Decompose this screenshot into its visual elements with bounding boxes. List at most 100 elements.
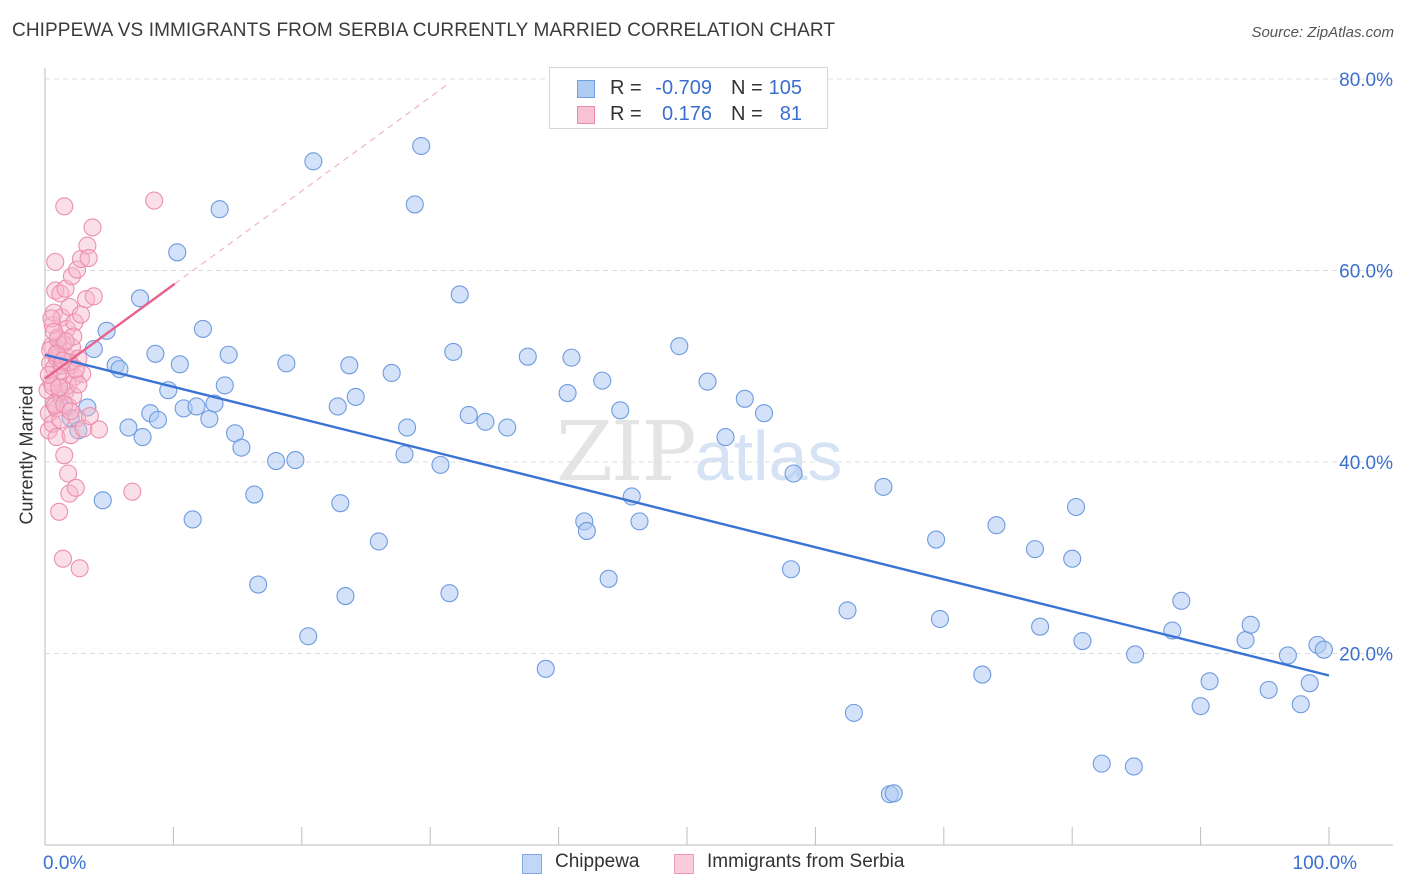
- chippewa-point: [781, 560, 801, 579]
- chippewa-point: [754, 404, 774, 423]
- chippewa-point: [119, 418, 138, 437]
- chippewa-point: [838, 601, 857, 620]
- chippewa-point: [630, 512, 649, 531]
- chippewa-point: [130, 289, 150, 308]
- correlation-legend: R = -0.709 N = 105 R = 0.176 N = 81: [549, 67, 828, 129]
- chippewa-point: [884, 784, 903, 803]
- bottom-legend-swatch-serbia: [674, 854, 694, 874]
- bottom-legend-label-serbia: Immigrants from Serbia: [707, 851, 905, 872]
- legend-n-label: N =: [731, 103, 763, 125]
- chippewa-point: [304, 152, 323, 171]
- serbia-point: [55, 395, 74, 414]
- chippewa-point: [183, 510, 202, 529]
- y-tick-label: 60.0%: [1339, 262, 1393, 283]
- serbia-point: [70, 559, 89, 578]
- serbia-point: [145, 191, 164, 210]
- series-chippewa-points: [51, 136, 1333, 804]
- chippewa-point: [1025, 540, 1045, 559]
- chart-title: CHIPPEWA VS IMMIGRANTS FROM SERBIA CURRE…: [12, 20, 836, 41]
- y-tick-label: 20.0%: [1339, 645, 1393, 666]
- serbia-point: [68, 260, 87, 279]
- legend-n-label: N =: [731, 77, 763, 99]
- y-axis-label: Currently Married: [16, 385, 37, 525]
- chippewa-point: [277, 354, 296, 373]
- serbia-point: [55, 197, 74, 216]
- chippewa-point: [927, 530, 946, 549]
- chippewa-point: [210, 200, 229, 219]
- chippewa-point: [593, 371, 612, 390]
- serbia-point: [50, 378, 69, 397]
- chippewa-point: [398, 418, 417, 437]
- chippewa-point: [1314, 640, 1333, 659]
- x-tick-label: 100.0%: [1293, 853, 1358, 874]
- trend-lines: [44, 282, 1330, 677]
- watermark-zip: ZIP: [556, 405, 697, 500]
- serbia-point: [42, 309, 61, 328]
- legend-swatch-chippewa: [577, 80, 595, 98]
- legend-r-label: R =: [610, 77, 642, 99]
- chippewa-point: [716, 428, 735, 447]
- chippewa-point: [1241, 615, 1260, 634]
- axes: [44, 68, 1393, 846]
- chippewa-point: [219, 345, 238, 364]
- serbia-point: [66, 478, 85, 497]
- bottom-legend-swatch-chippewa: [522, 854, 542, 874]
- chippewa-point: [1259, 680, 1278, 699]
- chippewa-point: [170, 355, 189, 374]
- chippewa-point: [369, 532, 388, 551]
- serbia-point: [80, 406, 99, 426]
- chippewa-point: [267, 451, 286, 471]
- serbia-point: [83, 218, 102, 237]
- chippewa-point: [1073, 632, 1092, 651]
- serbia-point: [69, 375, 88, 394]
- chippewa-point: [1092, 754, 1111, 773]
- chippewa-point: [599, 569, 618, 588]
- chippewa-point: [97, 321, 116, 340]
- chippewa-point: [1067, 497, 1086, 517]
- serbia-point: [47, 428, 66, 447]
- legend-swatch-serbia: [577, 106, 595, 124]
- chippewa-point: [1291, 695, 1310, 714]
- chippewa-point: [1278, 646, 1297, 665]
- chippewa-point: [1236, 631, 1255, 650]
- serbia-point: [65, 313, 84, 332]
- chippewa-point: [1191, 697, 1210, 716]
- chippewa-point: [459, 406, 478, 425]
- serbia-point: [66, 360, 85, 379]
- serbia-point: [89, 420, 108, 439]
- serbia-point: [46, 252, 65, 271]
- chippewa-point: [444, 342, 463, 361]
- chippewa-point: [558, 384, 577, 403]
- chippewa-point: [518, 347, 537, 366]
- chippewa-point: [1200, 672, 1219, 691]
- serbia-point: [61, 402, 80, 421]
- legend-n-value: 81: [779, 103, 802, 125]
- tick-labels: 20.0% 40.0% 60.0% 80.0% 0.0% 100.0%: [43, 70, 1393, 874]
- chippewa-point: [382, 363, 401, 383]
- chippewa-point: [245, 485, 264, 504]
- legend-r-value: -0.709: [655, 77, 712, 99]
- legend-row-chippewa: R = -0.709 N = 105: [550, 77, 827, 103]
- chippewa-point: [340, 356, 359, 375]
- serbia-point: [43, 377, 62, 396]
- chippewa-point: [328, 397, 347, 416]
- legend-row-serbia: R = 0.176 N = 81: [550, 103, 827, 129]
- chippewa-point: [1126, 645, 1145, 664]
- chippewa-point: [930, 609, 949, 629]
- chippewa-point: [1031, 617, 1050, 636]
- legend-r-value: 0.176: [661, 103, 712, 125]
- serbia-point: [84, 287, 103, 306]
- serbia-trend-line: [44, 282, 176, 380]
- chippewa-point: [405, 195, 424, 214]
- series-serbia-points: [38, 191, 164, 578]
- chippewa-point: [93, 491, 112, 510]
- y-tick-label: 40.0%: [1339, 453, 1393, 474]
- chippewa-point: [395, 445, 414, 464]
- serbia-point: [123, 482, 142, 501]
- chippewa-point: [735, 389, 754, 408]
- chippewa-point: [331, 494, 350, 513]
- bottom-legend-label-chippewa: Chippewa: [555, 851, 640, 872]
- serbia-point: [51, 284, 70, 303]
- chippewa-point: [844, 703, 863, 722]
